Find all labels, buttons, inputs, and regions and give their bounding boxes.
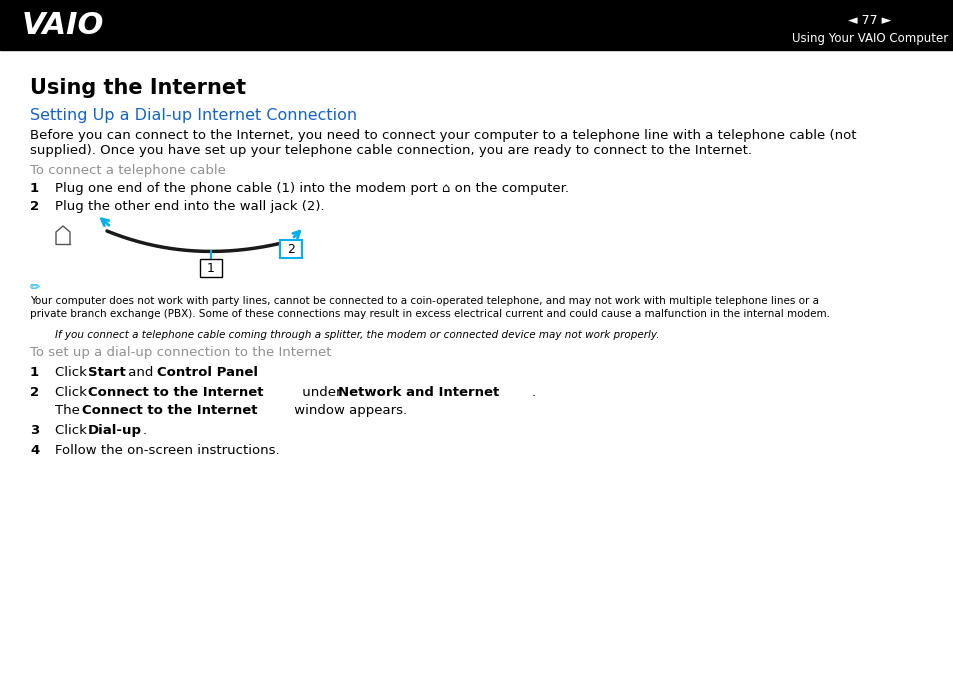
- Text: Before you can connect to the Internet, you need to connect your computer to a t: Before you can connect to the Internet, …: [30, 129, 856, 142]
- Text: Control Panel: Control Panel: [157, 366, 257, 379]
- Text: 1: 1: [207, 262, 214, 275]
- Text: 2: 2: [287, 243, 294, 255]
- Text: To connect a telephone cable: To connect a telephone cable: [30, 164, 226, 177]
- Text: To set up a dial-up connection to the Internet: To set up a dial-up connection to the In…: [30, 346, 331, 359]
- Text: Plug one end of the phone cable (1) into the modem port ⌂ on the computer.: Plug one end of the phone cable (1) into…: [55, 182, 568, 195]
- Text: .: .: [532, 386, 536, 399]
- Text: window appears.: window appears.: [290, 404, 407, 417]
- Text: If you connect a telephone cable coming through a splitter, the modem or connect: If you connect a telephone cable coming …: [55, 330, 659, 340]
- Text: 2: 2: [30, 386, 39, 399]
- Text: Follow the on-screen instructions.: Follow the on-screen instructions.: [55, 444, 279, 457]
- Text: Connect to the Internet: Connect to the Internet: [88, 386, 263, 399]
- Text: .: .: [143, 424, 147, 437]
- Text: Using Your VAIO Computer: Using Your VAIO Computer: [791, 32, 947, 45]
- Text: and: and: [124, 366, 157, 379]
- Text: VAIO: VAIO: [22, 11, 104, 40]
- Text: Click: Click: [55, 424, 91, 437]
- Text: Dial-up: Dial-up: [88, 424, 142, 437]
- Text: Network and Internet: Network and Internet: [337, 386, 498, 399]
- Text: 3: 3: [30, 424, 39, 437]
- Text: 2: 2: [30, 200, 39, 213]
- Bar: [279, 240, 302, 258]
- Text: supplied). Once you have set up your telephone cable connection, you are ready t: supplied). Once you have set up your tel…: [30, 144, 751, 157]
- Bar: [0, 0, 953, 50]
- Text: Setting Up a Dial-up Internet Connection: Setting Up a Dial-up Internet Connection: [30, 108, 356, 123]
- Text: 4: 4: [30, 444, 39, 457]
- Text: 1: 1: [30, 366, 39, 379]
- Text: Start: Start: [88, 366, 126, 379]
- Text: Your computer does not work with party lines, cannot be connected to a coin-oper: Your computer does not work with party l…: [30, 296, 818, 306]
- Text: Click: Click: [55, 386, 91, 399]
- Text: Connect to the Internet: Connect to the Internet: [82, 404, 257, 417]
- Text: The: The: [55, 404, 84, 417]
- Text: ◄ 77 ►: ◄ 77 ►: [847, 14, 891, 27]
- Text: ✏: ✏: [30, 281, 40, 294]
- Text: Using the Internet: Using the Internet: [30, 78, 246, 98]
- Text: 1: 1: [30, 182, 39, 195]
- Text: Plug the other end into the wall jack (2).: Plug the other end into the wall jack (2…: [55, 200, 324, 213]
- Text: Click: Click: [55, 366, 91, 379]
- Text: private branch exchange (PBX). Some of these connections may result in excess el: private branch exchange (PBX). Some of t…: [30, 309, 829, 319]
- Text: under: under: [297, 386, 345, 399]
- Bar: [200, 259, 222, 278]
